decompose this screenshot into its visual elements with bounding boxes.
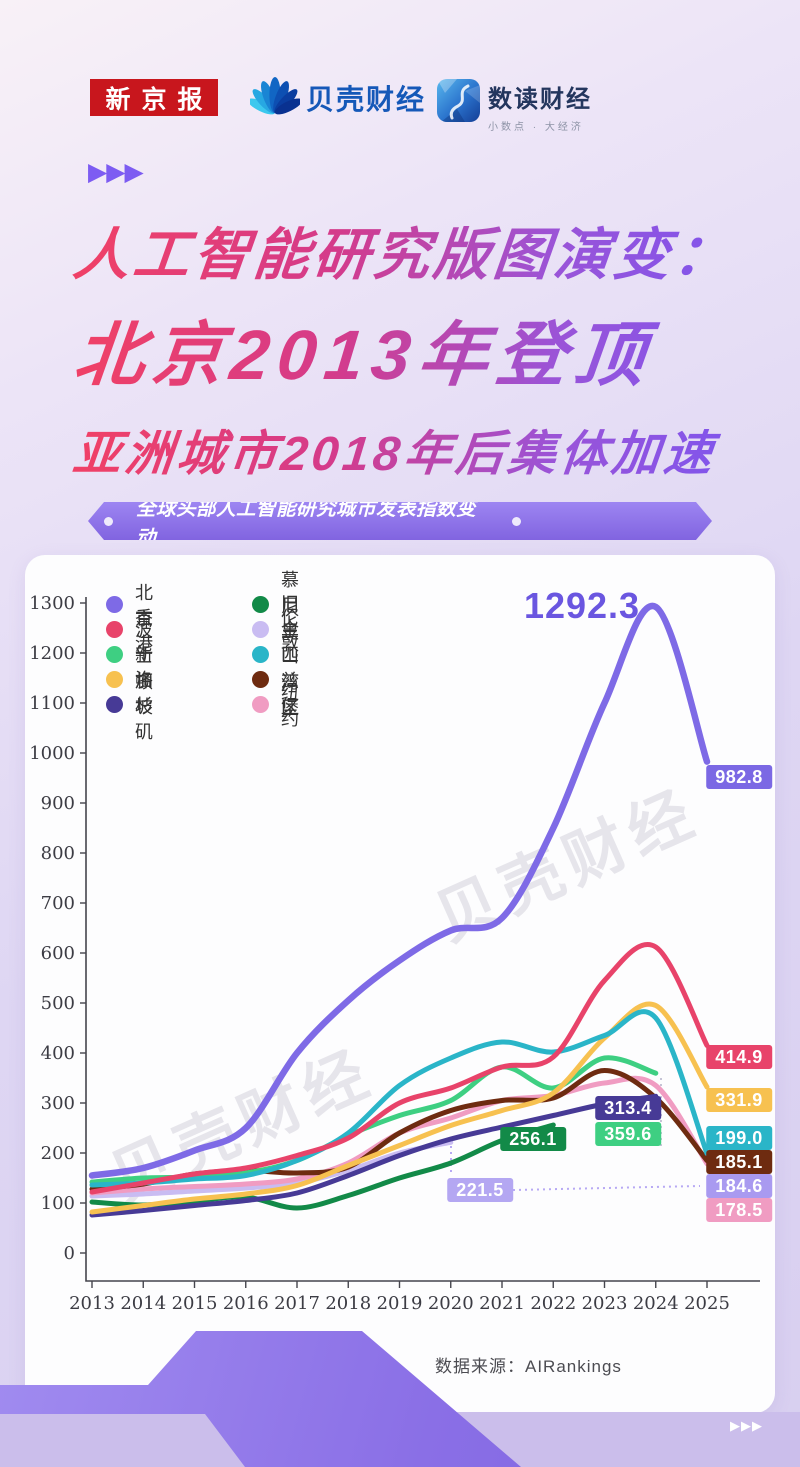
x-tick-label: 2013 [69, 1293, 115, 1314]
xinjingbao-logo-text: 新京报 [105, 84, 214, 114]
series-line-beijing [88, 602, 711, 1179]
y-tick-label: 600 [41, 943, 75, 964]
shudu-caijing-slogan: 小数点 · 大经济 [488, 122, 584, 133]
legend-dot-sfbay [252, 646, 269, 663]
legend-column-1: 北京 香港 波士顿 新加坡 洛杉矶 [106, 583, 153, 742]
legend-label-pittsburgh: 匹兹堡 [281, 644, 299, 717]
x-tick-label: 2018 [325, 1293, 371, 1314]
y-tick-label: 900 [41, 793, 75, 814]
dotted-connector-london-horizontal [512, 1185, 701, 1191]
series-line-hongkong [89, 942, 710, 1195]
value-badge-bos_mid: 359.6 [595, 1122, 661, 1146]
y-tick-label: 1000 [29, 743, 75, 764]
legend-item-boston: 波士顿 [106, 620, 153, 692]
y-tick-label: 100 [41, 1193, 75, 1214]
y-tick-label: 1100 [29, 693, 75, 714]
legend-item-losangeles: 洛杉矶 [106, 670, 153, 742]
legend-dot-hongkong [106, 621, 123, 638]
shudu-caijing-logo-text: 数读财经 [488, 86, 592, 113]
y-tick-label: 800 [41, 843, 75, 864]
legend-item-hongkong: 香港 [106, 608, 153, 654]
series-line-london [89, 1139, 454, 1199]
beike-caijing-logo-text: 贝壳财经 [306, 83, 427, 115]
x-tick-label: 2019 [377, 1293, 423, 1314]
value-badge-ldn_end: 184.6 [706, 1174, 772, 1198]
value-badge-la_mid: 313.4 [595, 1096, 661, 1120]
y-tick-label: 200 [41, 1143, 75, 1164]
series-line-losangeles [89, 1093, 659, 1218]
legend-label-beijing: 北京 [135, 582, 153, 629]
x-tick-label: 2020 [428, 1293, 474, 1314]
value-badge-sf_end: 199.0 [706, 1126, 772, 1150]
beike-caijing-logo: 贝壳财经 [247, 72, 427, 123]
legend-label-london: 伦敦 [281, 607, 299, 654]
x-tick-label: 2016 [223, 1293, 269, 1314]
chart-card [25, 555, 775, 1413]
y-tick-label: 300 [41, 1093, 75, 1114]
banner-dot-left [104, 517, 113, 526]
series-line-sfbay [89, 1009, 710, 1188]
chart-subtitle-banner: 全球头部人工智能研究城市发表指数变动 [88, 502, 712, 540]
chart-subtitle: 全球头部人工智能研究城市发表指数变动 [136, 498, 477, 549]
legend-column-2: 慕尼黑 伦敦 旧金山湾区 匹兹堡 纽约 [252, 570, 299, 729]
legend-label-munich: 慕尼黑 [281, 569, 299, 642]
shudu-caijing-icon [437, 79, 480, 122]
legend-dot-newyork [252, 696, 269, 713]
legend-item-pittsburgh: 匹兹堡 [252, 645, 299, 717]
x-tick-label: 2017 [274, 1293, 320, 1314]
legend-dot-beijing [106, 596, 123, 613]
value-badge-pit_end: 185.1 [706, 1150, 772, 1174]
value-badge-beijing_end: 982.8 [706, 765, 772, 789]
legend-dot-singapore [106, 671, 123, 688]
legend-label-losangeles: 洛杉矶 [135, 669, 153, 742]
legend-label-boston: 波士顿 [135, 619, 153, 692]
legend-item-munich: 慕尼黑 [252, 570, 299, 642]
legend-dot-boston [106, 646, 123, 663]
y-tick-label: 1300 [29, 593, 75, 614]
x-tick-label: 2023 [582, 1293, 628, 1314]
legend-dot-losangeles [106, 696, 123, 713]
legend-item-singapore: 新加坡 [106, 645, 153, 717]
legend-dot-munich [252, 596, 269, 613]
legend-item-newyork: 纽约 [252, 683, 299, 729]
value-badge-ny_end: 178.5 [706, 1198, 772, 1222]
value-badge-ldn_mid: 221.5 [447, 1178, 513, 1202]
legend-item-london: 伦敦 [252, 608, 299, 654]
decorative-arrows-bottom: ▶▶▶ [730, 1418, 763, 1433]
x-tick-label: 2021 [479, 1293, 525, 1314]
legend-label-hongkong: 香港 [135, 607, 153, 654]
y-tick-label: 1200 [29, 643, 75, 664]
legend-dot-pittsburgh [252, 671, 269, 688]
value-badge-hk_end: 414.9 [706, 1045, 772, 1069]
legend-item-sfbay: 旧金山湾区 [252, 594, 299, 718]
x-tick-label: 2024 [633, 1293, 679, 1314]
shell-icon [247, 72, 303, 123]
x-tick-label: 2025 [684, 1293, 730, 1314]
value-badge-sg_end: 331.9 [706, 1088, 772, 1112]
data-source: 数据来源：AIRankings [435, 1357, 622, 1376]
x-tick-label: 2022 [530, 1293, 576, 1314]
legend-item-beijing: 北京 [106, 583, 153, 629]
banner-dot-right [512, 517, 521, 526]
legend-dot-london [252, 621, 269, 638]
value-label-beijing_peak: 1292.3 [523, 585, 641, 626]
value-badge-mun_mid: 256.1 [500, 1127, 566, 1151]
y-tick-label: 700 [41, 893, 75, 914]
y-tick-label: 0 [64, 1243, 75, 1264]
y-tick-label: 400 [41, 1043, 75, 1064]
axis-lines [85, 597, 760, 1282]
shudu-caijing-logo: 数读财经 小数点 · 大经济 [437, 79, 592, 133]
legend-label-newyork: 纽约 [281, 682, 299, 729]
legend-label-sfbay: 旧金山湾区 [281, 593, 299, 718]
x-tick-label: 2015 [172, 1293, 218, 1314]
y-tick-label: 500 [41, 993, 75, 1014]
xinjingbao-logo: 新京报 [90, 79, 218, 116]
legend-label-singapore: 新加坡 [135, 644, 153, 717]
decorative-arrows-top: ▶▶▶ [88, 158, 144, 186]
x-tick-label: 2014 [120, 1293, 166, 1314]
